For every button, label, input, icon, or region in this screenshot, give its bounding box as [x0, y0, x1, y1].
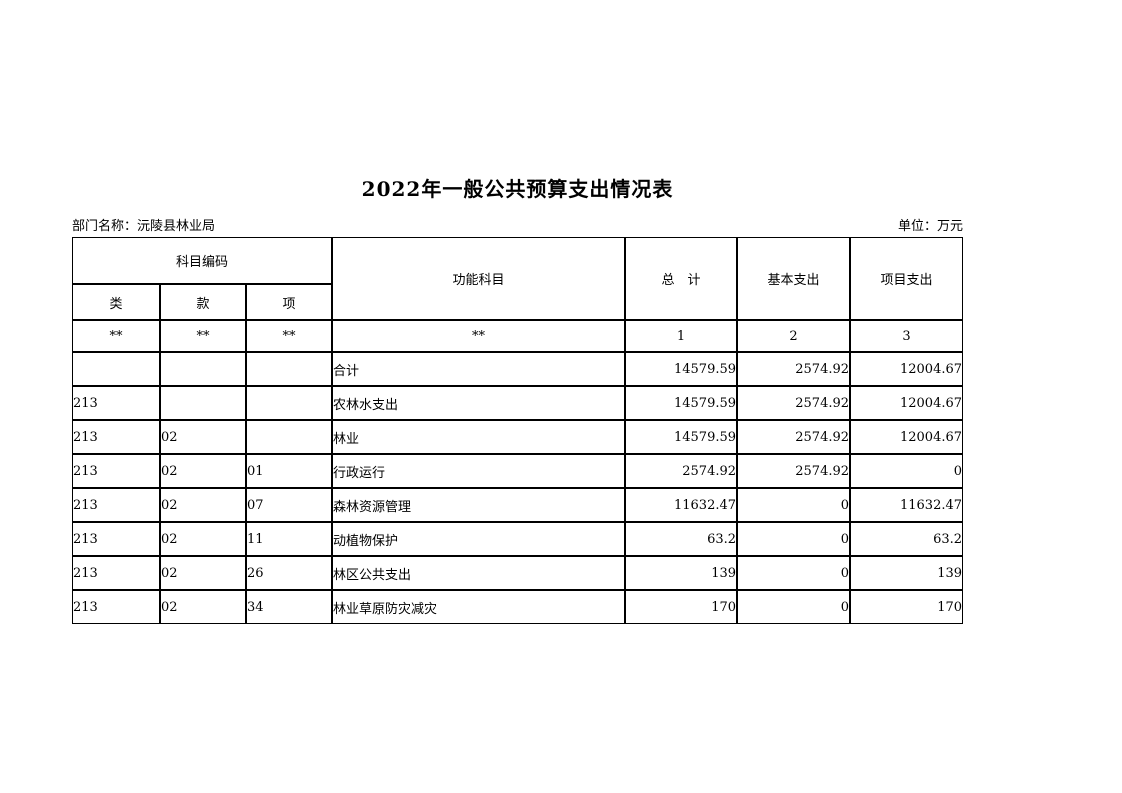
cell-subject: 林业草原防灾减灾 — [332, 590, 626, 624]
cell-subject: 林区公共支出 — [332, 556, 626, 590]
cell-total: 14579.59 — [625, 352, 738, 386]
cell-kuan — [160, 352, 246, 386]
cell-kuan: 02 — [160, 454, 246, 488]
department-name: 部门名称：沅陵县林业局 — [72, 219, 216, 234]
cell-subject: 农林水支出 — [332, 386, 626, 420]
cell-project: 12004.67 — [850, 420, 964, 454]
cell-total: 63.2 — [625, 522, 738, 556]
cell-xiang: 34 — [246, 590, 333, 624]
cell-basic: 2574.92 — [737, 352, 851, 386]
cell-total: 14579.59 — [625, 386, 738, 420]
mask-kuan: ** — [160, 320, 246, 352]
header-row-2: 类 款 项 — [72, 284, 963, 320]
cell-xiang: 11 — [246, 522, 333, 556]
cell-lei: 213 — [72, 488, 160, 522]
cell-xiang: 01 — [246, 454, 333, 488]
table-row: 213 02 34 林业草原防灾减灾 170 0 170 — [72, 590, 964, 624]
cell-lei: 213 — [72, 386, 160, 420]
table-row: 213 农林水支出 14579.59 2574.92 12004.67 — [72, 386, 964, 420]
cell-project: 12004.67 — [850, 386, 964, 420]
cell-lei — [72, 352, 160, 386]
cell-kuan: 02 — [160, 420, 246, 454]
mask-row: ** ** ** ** 1 2 3 — [72, 320, 964, 352]
table-row: 213 02 11 动植物保护 63.2 0 63.2 — [72, 522, 964, 556]
cell-total: 2574.92 — [625, 454, 738, 488]
cell-kuan: 02 — [160, 488, 246, 522]
header-kuan: 款 — [160, 284, 246, 320]
cell-project: 11632.47 — [850, 488, 964, 522]
mask-xiang: ** — [246, 320, 333, 352]
cell-subject: 林业 — [332, 420, 626, 454]
mask-lei: ** — [72, 320, 160, 352]
header-project-expenditure: 项目支出 — [850, 237, 964, 320]
table-row: 213 02 林业 14579.59 2574.92 12004.67 — [72, 420, 964, 454]
table-row: 213 02 07 森林资源管理 11632.47 0 11632.47 — [72, 488, 964, 522]
cell-kuan: 02 — [160, 522, 246, 556]
cell-xiang: 07 — [246, 488, 333, 522]
cell-kuan: 02 — [160, 590, 246, 624]
column-number-3: 3 — [850, 320, 964, 352]
unit-label: 单位：万元 — [897, 219, 963, 234]
cell-project: 170 — [850, 590, 964, 624]
cell-lei: 213 — [72, 522, 160, 556]
cell-kuan — [160, 386, 246, 420]
cell-basic: 2574.92 — [737, 454, 851, 488]
cell-project: 12004.67 — [850, 352, 964, 386]
cell-basic: 0 — [737, 556, 851, 590]
page-title: 2022年一般公共预算支出情况表 — [361, 177, 674, 201]
cell-lei: 213 — [72, 454, 160, 488]
table-row: 213 02 01 行政运行 2574.92 2574.92 0 — [72, 454, 964, 488]
header-total: 总 计 — [625, 237, 738, 320]
mask-subject: ** — [332, 320, 626, 352]
cell-subject: 行政运行 — [332, 454, 626, 488]
cell-lei: 213 — [72, 590, 160, 624]
cell-total: 11632.47 — [625, 488, 738, 522]
table-row: 合计 14579.59 2574.92 12004.67 — [72, 352, 964, 386]
cell-basic: 2574.92 — [737, 386, 851, 420]
cell-subject: 合计 — [332, 352, 626, 386]
table-row: 213 02 26 林区公共支出 139 0 139 — [72, 556, 964, 590]
cell-project: 63.2 — [850, 522, 964, 556]
cell-project: 139 — [850, 556, 964, 590]
cell-kuan: 02 — [160, 556, 246, 590]
meta-row: 部门名称：沅陵县林业局 单位：万元 — [72, 215, 963, 234]
cell-subject: 动植物保护 — [332, 522, 626, 556]
column-number-2: 2 — [737, 320, 851, 352]
cell-project: 0 — [850, 454, 964, 488]
cell-total: 139 — [625, 556, 738, 590]
cell-xiang — [246, 386, 333, 420]
header-xiang: 项 — [246, 284, 333, 320]
header-subject-code: 科目编码 — [72, 237, 333, 284]
cell-xiang: 26 — [246, 556, 333, 590]
header-lei: 类 — [72, 284, 160, 320]
cell-basic: 0 — [737, 590, 851, 624]
cell-xiang — [246, 352, 333, 386]
cell-lei: 213 — [72, 556, 160, 590]
header-basic-expenditure: 基本支出 — [737, 237, 851, 320]
cell-lei: 213 — [72, 420, 160, 454]
cell-basic: 0 — [737, 522, 851, 556]
cell-basic: 2574.92 — [737, 420, 851, 454]
cell-basic: 0 — [737, 488, 851, 522]
budget-table: 科目编码 功能科目 总 计 基本支出 项目支出 类 款 项 ** ** ** *… — [72, 237, 964, 624]
header-function-subject: 功能科目 — [332, 237, 626, 320]
cell-total: 14579.59 — [625, 420, 738, 454]
column-number-1: 1 — [625, 320, 738, 352]
header-row-1: 科目编码 功能科目 总 计 基本支出 项目支出 — [72, 237, 964, 320]
cell-xiang — [246, 420, 333, 454]
cell-subject: 森林资源管理 — [332, 488, 626, 522]
cell-total: 170 — [625, 590, 738, 624]
